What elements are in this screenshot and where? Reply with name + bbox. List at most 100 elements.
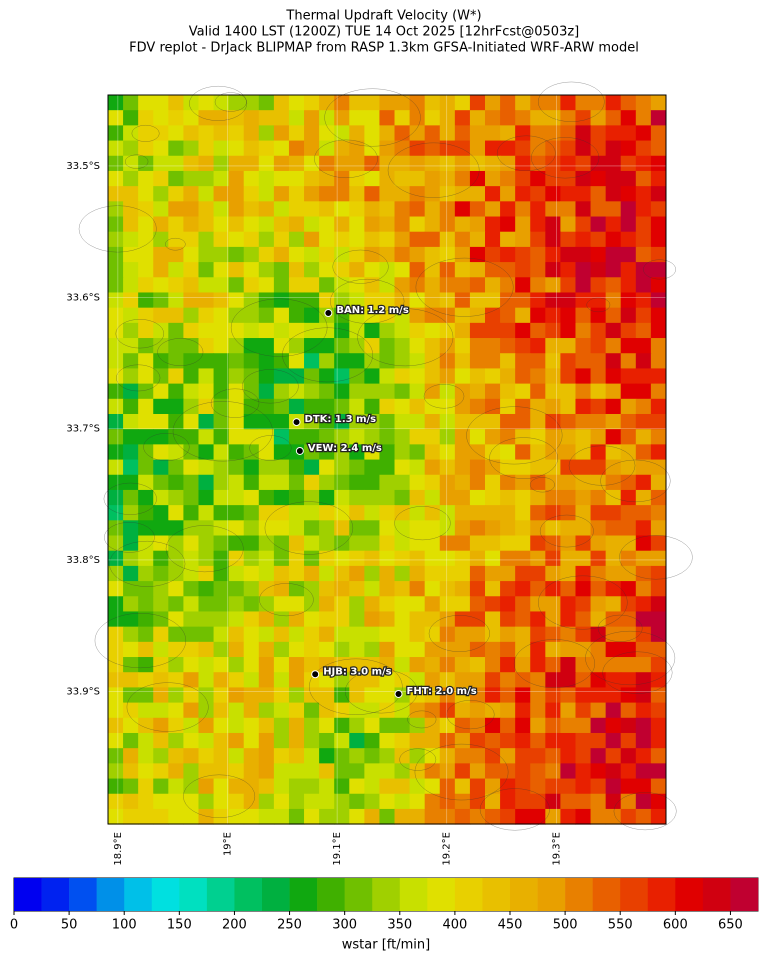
heatmap-cell	[153, 581, 169, 597]
heatmap-cell	[379, 95, 396, 111]
heatmap-cell	[243, 489, 260, 506]
heatmap-cell	[590, 596, 607, 612]
heatmap-cell	[198, 110, 215, 126]
heatmap-cell	[485, 717, 501, 734]
heatmap-cell	[515, 778, 531, 795]
heatmap-cell	[394, 292, 411, 309]
heatmap-cell	[153, 95, 169, 111]
heatmap-cell	[183, 170, 199, 187]
heatmap-cell	[590, 398, 607, 415]
heatmap-cell	[485, 641, 501, 658]
heatmap-cell	[213, 231, 230, 248]
heatmap-cell	[424, 368, 441, 385]
heatmap-cell	[485, 778, 501, 795]
heatmap-cell	[500, 581, 516, 597]
heatmap-cell	[424, 626, 441, 643]
heatmap-cell	[530, 429, 546, 445]
heatmap-cell	[620, 216, 637, 233]
heatmap-cell	[349, 611, 365, 628]
heatmap-cell	[530, 505, 546, 521]
heatmap-cell	[409, 231, 426, 248]
heatmap-cell	[469, 808, 486, 825]
heatmap-cell	[469, 322, 486, 339]
heatmap-cell	[590, 368, 607, 385]
heatmap-cell	[500, 565, 516, 582]
colorbar-tick-label: 650	[718, 918, 743, 933]
heatmap-cell	[168, 520, 184, 537]
heatmap-cell	[620, 413, 637, 430]
heatmap-cell	[108, 520, 124, 537]
heatmap-cell	[469, 778, 486, 795]
heatmap-cell	[394, 505, 411, 521]
heatmap-cell	[409, 641, 426, 658]
heatmap-cell	[153, 413, 169, 430]
contour	[414, 743, 509, 801]
heatmap-cell	[575, 170, 592, 187]
heatmap-cell	[334, 732, 350, 749]
heatmap-cell	[153, 170, 169, 187]
heatmap-cell	[183, 748, 199, 764]
heatmap-cell	[304, 155, 320, 172]
heatmap-cell	[258, 140, 275, 157]
contour	[124, 154, 149, 169]
heatmap-cell	[198, 140, 215, 157]
heatmap-cell	[334, 626, 350, 643]
heatmap-cell	[620, 535, 637, 552]
heatmap-cell	[394, 322, 411, 339]
heatmap-cell	[123, 808, 139, 825]
heatmap-cell	[273, 565, 290, 582]
heatmap-cell	[379, 808, 396, 825]
heatmap-cell	[243, 763, 260, 780]
heatmap-cell	[138, 702, 154, 719]
heatmap-cell	[530, 140, 546, 157]
contour	[619, 535, 693, 580]
heatmap-cell	[545, 687, 561, 704]
heatmap-cell	[138, 505, 154, 521]
heatmap-cell	[304, 216, 320, 233]
heatmap-cell	[243, 596, 260, 612]
heatmap-cell	[108, 307, 124, 324]
heatmap-cell	[349, 216, 365, 233]
heatmap-cell	[228, 353, 245, 369]
heatmap-cell	[454, 596, 471, 612]
heatmap-cell	[304, 596, 320, 612]
heatmap-cell	[485, 201, 501, 218]
heatmap-cell	[334, 429, 350, 445]
heatmap-cell	[198, 398, 215, 415]
heatmap-cell	[424, 581, 441, 597]
heatmap-cell	[243, 505, 260, 521]
heatmap-cell	[409, 125, 426, 142]
heatmap-cell	[319, 110, 335, 126]
heatmap-cell	[138, 550, 154, 567]
heatmap-cell	[198, 322, 215, 339]
heatmap-cell	[635, 307, 652, 324]
heatmap-cell	[153, 125, 169, 142]
heatmap-cell	[469, 748, 486, 764]
heatmap-cell	[288, 170, 305, 187]
heatmap-cell	[304, 535, 320, 552]
heatmap-cell	[409, 95, 426, 111]
heatmap-cell	[500, 170, 516, 187]
heatmap-cell	[243, 246, 260, 263]
heatmap-cell	[138, 95, 154, 111]
heatmap-cell	[183, 732, 199, 749]
heatmap-cell	[515, 732, 531, 749]
heatmap-cell	[349, 186, 365, 202]
heatmap-cell	[123, 413, 139, 430]
heatmap-cell	[590, 535, 607, 552]
heatmap-cell	[243, 277, 260, 293]
heatmap-cell	[424, 657, 441, 673]
heatmap-cell	[258, 186, 275, 202]
heatmap-cell	[349, 140, 365, 157]
heatmap-cell	[605, 353, 622, 369]
heatmap-cell	[439, 186, 456, 202]
heatmap-cell	[409, 429, 426, 445]
heatmap-cell	[575, 322, 592, 339]
heatmap-cell	[273, 338, 290, 354]
heatmap-cell	[650, 778, 667, 795]
heatmap-cell	[198, 520, 215, 537]
heatmap-cell	[168, 444, 184, 461]
heatmap-cell	[168, 110, 184, 126]
heatmap-cell	[319, 581, 335, 597]
colorbar-label: wstar [ft/min]	[342, 938, 430, 953]
